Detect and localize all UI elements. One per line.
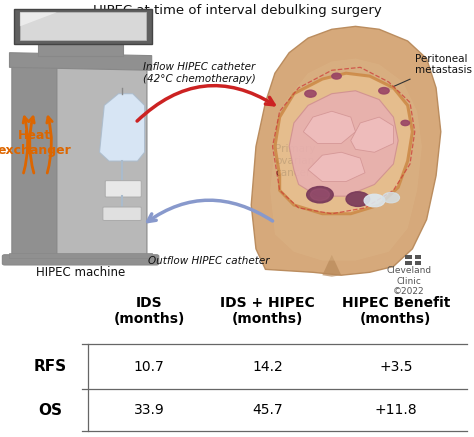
FancyArrowPatch shape	[137, 86, 274, 121]
Text: +11.8: +11.8	[374, 403, 417, 417]
Polygon shape	[251, 26, 441, 275]
FancyBboxPatch shape	[20, 12, 146, 40]
Polygon shape	[57, 64, 147, 260]
Text: 14.2: 14.2	[253, 360, 283, 374]
Polygon shape	[351, 117, 393, 152]
Text: Inflow HIPEC catheter
(42°C chemotherapy): Inflow HIPEC catheter (42°C chemotherapy…	[143, 62, 255, 84]
Text: IDS
(months): IDS (months)	[114, 296, 185, 326]
Bar	[415, 255, 421, 259]
FancyBboxPatch shape	[103, 207, 141, 221]
FancyBboxPatch shape	[2, 255, 159, 265]
Text: +3.5: +3.5	[379, 360, 412, 374]
Polygon shape	[308, 152, 365, 181]
Polygon shape	[100, 94, 145, 161]
Polygon shape	[275, 73, 412, 214]
Text: OS: OS	[38, 403, 62, 418]
FancyBboxPatch shape	[105, 180, 141, 197]
Circle shape	[307, 187, 333, 203]
Polygon shape	[303, 111, 356, 143]
Bar	[405, 261, 412, 265]
Text: Cleveland
Clinic
©2022: Cleveland Clinic ©2022	[386, 267, 432, 296]
Text: Heat
exchanger: Heat exchanger	[0, 129, 72, 157]
Polygon shape	[289, 91, 398, 196]
FancyBboxPatch shape	[14, 9, 152, 44]
Polygon shape	[270, 59, 422, 260]
Text: IDS + HIPEC
(months): IDS + HIPEC (months)	[220, 296, 315, 326]
Polygon shape	[9, 53, 152, 70]
Bar	[9, 253, 152, 258]
Text: RFS: RFS	[33, 359, 66, 374]
FancyArrowPatch shape	[147, 200, 273, 222]
Polygon shape	[20, 12, 57, 26]
Text: Primary
ovarian
cancer: Primary ovarian cancer	[275, 145, 318, 191]
Bar	[415, 261, 421, 265]
Circle shape	[332, 73, 341, 79]
Text: 33.9: 33.9	[134, 403, 164, 417]
Text: 45.7: 45.7	[253, 403, 283, 417]
Text: Outflow HIPEC catheter: Outflow HIPEC catheter	[148, 256, 269, 266]
Circle shape	[364, 194, 385, 207]
Circle shape	[379, 87, 389, 94]
Circle shape	[310, 189, 329, 201]
Polygon shape	[12, 62, 59, 258]
Text: Peritoneal
metastasis: Peritoneal metastasis	[388, 54, 472, 89]
Text: HIPEC at time of interval debulking surgery: HIPEC at time of interval debulking surg…	[92, 4, 382, 17]
Circle shape	[383, 192, 400, 203]
Polygon shape	[322, 255, 341, 277]
Text: HIPEC Benefit
(months): HIPEC Benefit (months)	[342, 296, 450, 326]
Text: 10.7: 10.7	[134, 360, 164, 374]
Circle shape	[346, 192, 370, 206]
Bar	[38, 44, 123, 55]
Circle shape	[401, 120, 410, 125]
Text: HIPEC machine: HIPEC machine	[36, 266, 125, 279]
Circle shape	[305, 90, 316, 97]
Bar	[405, 255, 412, 259]
